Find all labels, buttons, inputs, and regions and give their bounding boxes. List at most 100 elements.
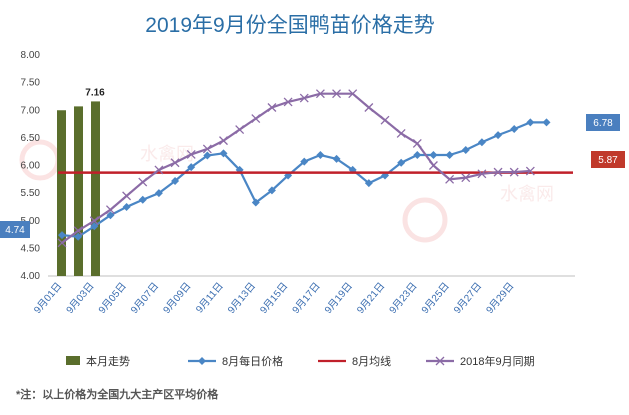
legend-marker bbox=[435, 356, 445, 366]
line-point bbox=[509, 167, 519, 177]
legend-label: 8月每日价格 bbox=[222, 354, 283, 368]
y-tick-label: 5.00 bbox=[21, 216, 41, 227]
line-series bbox=[57, 89, 573, 248]
x-tick-label: 9月09日 bbox=[161, 280, 194, 316]
x-tick-label: 9月25日 bbox=[419, 280, 452, 316]
legend-label: 2018年9月同期 bbox=[460, 354, 535, 368]
line-point bbox=[315, 89, 325, 99]
line-point bbox=[219, 149, 228, 158]
line-point bbox=[542, 118, 551, 127]
y-tick-label: 6.00 bbox=[21, 161, 41, 172]
x-tick-label: 9月27日 bbox=[451, 280, 484, 316]
y-tick-label: 8.00 bbox=[21, 50, 41, 61]
start-value-callout-box bbox=[0, 221, 30, 238]
line-point bbox=[186, 149, 196, 159]
footnote: *注：以上价格为全国九大主产区平均价格 bbox=[16, 387, 219, 401]
line-point bbox=[106, 211, 115, 220]
line-point bbox=[73, 226, 83, 236]
line-point bbox=[428, 161, 438, 170]
line-point bbox=[429, 151, 438, 160]
x-tick-label: 9月01日 bbox=[32, 280, 65, 316]
line-point bbox=[300, 157, 309, 166]
line-point bbox=[267, 186, 276, 195]
y-tick-label: 7.50 bbox=[21, 78, 41, 89]
x-tick-label: 9月15日 bbox=[258, 280, 291, 316]
x-tick-label: 9月21日 bbox=[355, 280, 388, 316]
bar bbox=[91, 101, 100, 276]
line-point bbox=[154, 189, 163, 198]
line-point bbox=[235, 125, 245, 135]
line-point bbox=[364, 103, 374, 112]
line-point bbox=[412, 138, 422, 148]
line-point bbox=[348, 89, 358, 99]
x-tick-label: 9月23日 bbox=[387, 280, 420, 316]
bar bbox=[74, 106, 83, 276]
line-point bbox=[171, 176, 180, 185]
line-point bbox=[251, 114, 261, 123]
end-value-callout: 6.78 bbox=[593, 118, 613, 129]
x-tick-label: 9月11日 bbox=[193, 280, 225, 315]
line-point bbox=[396, 128, 406, 138]
legend-label: 8月均线 bbox=[352, 354, 391, 368]
x-tick-label: 9月29日 bbox=[484, 280, 517, 316]
line-point bbox=[251, 198, 260, 207]
line-point bbox=[202, 144, 212, 154]
line-point bbox=[267, 103, 277, 112]
y-tick-label: 7.00 bbox=[21, 105, 41, 116]
line-point bbox=[138, 195, 147, 204]
start-value-callout: 4.74 bbox=[5, 225, 25, 236]
y-axis: 4.00 4.50 5.00 5.50 6.00 6.50 7.00 7.50 8.00 bbox=[21, 50, 575, 282]
line-point bbox=[122, 202, 131, 211]
line-point bbox=[364, 179, 373, 188]
x-tick-label: 9月07日 bbox=[128, 280, 161, 316]
line-point bbox=[397, 158, 406, 167]
watermark-logo: 水禽网 水禽网 bbox=[19, 139, 554, 243]
line-point bbox=[299, 93, 309, 103]
bar-max-label: 7.16 bbox=[85, 87, 105, 98]
line-point bbox=[477, 169, 487, 179]
line-point bbox=[122, 191, 132, 201]
y-tick-label: 4.50 bbox=[21, 243, 41, 254]
line-point bbox=[332, 89, 342, 99]
line-point bbox=[477, 138, 486, 147]
line-point bbox=[445, 174, 455, 184]
line-point bbox=[526, 118, 535, 127]
y-tick-label: 5.50 bbox=[21, 188, 41, 199]
bar bbox=[57, 110, 66, 276]
x-tick-label: 9月03日 bbox=[64, 280, 97, 316]
line-point bbox=[493, 167, 503, 177]
line-point bbox=[170, 158, 180, 168]
x-axis: 9月01日 9月03日 9月05日 9月07日 9月09日 9月11日 9月13日 9月15日… bbox=[32, 280, 517, 316]
line-point bbox=[332, 154, 341, 163]
line-point bbox=[413, 151, 422, 160]
line-point bbox=[510, 125, 519, 134]
line-point bbox=[461, 146, 470, 155]
line-point bbox=[525, 166, 535, 176]
end-value-callout-box bbox=[586, 114, 620, 131]
watermark-text-2: 水禽网 bbox=[500, 184, 554, 204]
value-callouts: 4.74 6.78 5.87 bbox=[0, 114, 625, 238]
legend: 本月走势 8月每日价格 8月均线 2018年9月同期 bbox=[66, 354, 535, 368]
watermark-text-1: 水禽网 bbox=[140, 144, 194, 164]
avg-value-callout: 5.87 bbox=[598, 155, 618, 166]
legend-swatch bbox=[66, 356, 80, 365]
x-tick-label: 9月05日 bbox=[96, 280, 129, 316]
x-tick-label: 9月19日 bbox=[322, 280, 355, 316]
legend-label: 本月走势 bbox=[86, 354, 130, 368]
line-point bbox=[138, 177, 148, 187]
legend-marker bbox=[198, 357, 206, 365]
bar-series: 7.16 bbox=[57, 87, 105, 276]
avg-value-callout-box bbox=[591, 151, 625, 168]
series-line bbox=[61, 121, 547, 238]
line-point bbox=[154, 165, 164, 175]
line-point bbox=[461, 173, 471, 183]
line-point bbox=[445, 151, 454, 160]
line-point bbox=[89, 216, 99, 226]
line-point bbox=[58, 231, 66, 240]
line-point bbox=[380, 115, 390, 125]
line-point bbox=[283, 97, 293, 107]
line-point bbox=[494, 131, 503, 140]
x-tick-label: 9月17日 bbox=[290, 280, 323, 316]
y-tick-label: 4.00 bbox=[21, 271, 41, 282]
